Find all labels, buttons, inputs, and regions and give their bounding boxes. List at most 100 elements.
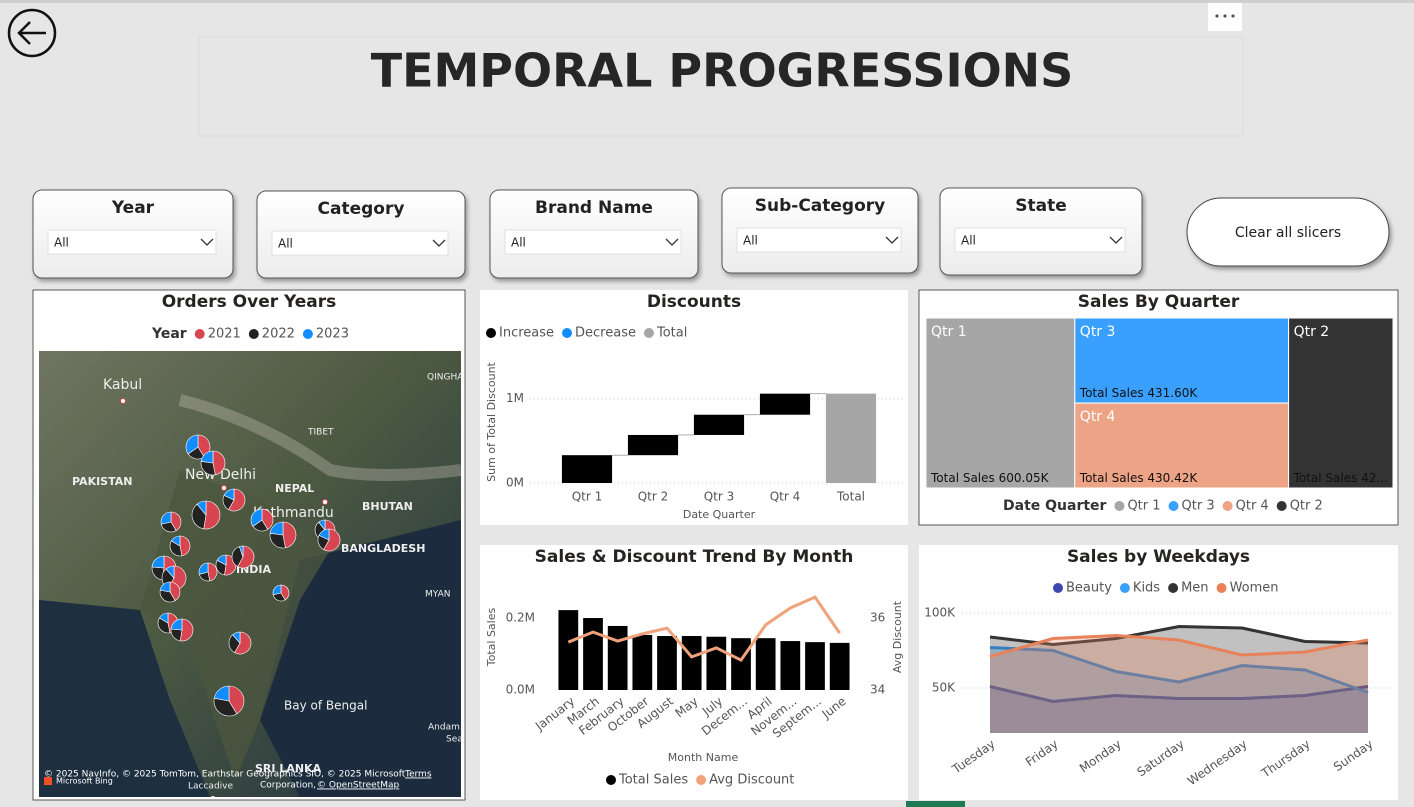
legend-marker	[248, 329, 259, 339]
bar	[693, 414, 745, 435]
map-pie-slice	[169, 540, 183, 557]
map-label: SRI LANKA	[255, 762, 322, 775]
back-button[interactable]	[7, 8, 57, 58]
treemap-labels: Qtr 3 Total Sales 431.60K	[1079, 324, 1199, 400]
slicer-label: Category	[318, 199, 405, 219]
map-pie-slice	[160, 511, 172, 525]
map-city	[120, 398, 126, 404]
cell-value: Total Sales 431.60K	[1079, 386, 1199, 400]
clear-button-shape[interactable]	[1186, 197, 1390, 267]
y2-axis-label: Avg Discount	[891, 600, 904, 673]
clear-button[interactable]: Clear all slicers	[1186, 197, 1390, 267]
back-arrow[interactable]	[17, 21, 46, 45]
map-pie-slice	[170, 618, 183, 631]
map-pie-slice	[213, 685, 230, 702]
bar	[825, 393, 877, 483]
slicer-chevron	[885, 236, 899, 244]
line	[567, 595, 841, 663]
x-axis-label: Month Name	[668, 751, 739, 764]
slicer-chevron	[665, 238, 679, 246]
bar	[755, 638, 776, 690]
map-label: Andam	[428, 723, 460, 733]
y-tick-label: 0.2M	[506, 611, 535, 625]
map-sea	[260, 520, 461, 797]
bar	[583, 618, 603, 690]
map-label: Sea	[210, 796, 227, 806]
map-pie-slice	[191, 503, 207, 530]
slicer-dropdown[interactable]	[504, 229, 682, 255]
treemap-labels: Qtr 1 Total Sales 600.05K	[930, 324, 1050, 485]
map-label: PAKISTAN	[72, 475, 132, 488]
x-tick-label: Qtr 1	[572, 490, 603, 504]
slicer-label: Brand Name	[535, 198, 653, 218]
legend-label: Total Sales	[618, 773, 688, 788]
map-pie-slice	[282, 521, 297, 549]
legend-marker	[696, 775, 707, 785]
cell-category: Qtr 2	[1294, 324, 1330, 340]
map-pie-slice	[272, 584, 282, 596]
cell-value-label: 42...	[1361, 471, 1388, 485]
map-pie-slice	[151, 555, 165, 569]
map-pie-slice	[269, 532, 286, 549]
legend-marker	[486, 328, 496, 338]
slicer-label: State	[1015, 196, 1067, 216]
map-pie-slice	[170, 535, 181, 547]
treemap-labels: Qtr 2 Total Sales 42...	[1293, 324, 1388, 485]
legend-marker	[1114, 501, 1125, 511]
slicer-dropdown[interactable]	[736, 227, 902, 253]
legend-marker	[1168, 583, 1179, 593]
cell-category: Qtr 3	[1080, 324, 1116, 340]
legend-label: Women	[1230, 581, 1279, 596]
map-attribution: Microsoft Bing	[56, 777, 113, 786]
slicer-chevron	[432, 239, 446, 247]
bar	[706, 636, 727, 690]
page-title: TEMPORAL PROGRESSIONS	[371, 44, 1074, 98]
page-tab[interactable]	[906, 801, 965, 807]
treemap-cell	[925, 317, 1076, 489]
y-tick-label: 0.0M	[506, 683, 535, 697]
slicer-dropdown[interactable]	[954, 227, 1126, 253]
x-tick-label: Qtr 2	[638, 490, 669, 504]
treemap-labels: Qtr 4 Total Sales 430.42K	[1079, 409, 1199, 484]
map-pie-slice	[207, 562, 218, 582]
map-city	[221, 485, 227, 491]
back-circle[interactable]	[7, 8, 57, 58]
clear-button-label[interactable]: Clear all slicers	[1235, 225, 1341, 241]
panel	[919, 545, 1398, 800]
y-tick-label: 0M	[506, 476, 524, 490]
bar	[632, 634, 653, 690]
map-pie-slice	[212, 450, 226, 476]
legend-label: Qtr 1	[1127, 499, 1160, 514]
legend-marker	[1119, 583, 1130, 593]
map-pie-slice	[318, 528, 330, 541]
map-pie-slice	[250, 508, 263, 527]
bar	[731, 638, 751, 690]
map-pie-slice	[159, 581, 171, 593]
legend-marker	[302, 329, 313, 339]
line	[989, 646, 1369, 694]
slicer-dropdown[interactable]	[47, 229, 217, 255]
title-box	[198, 36, 1244, 137]
map-pie-slice	[231, 546, 244, 568]
legend-label: Qtr 3	[1182, 499, 1215, 514]
cell-value-label: 430.42K	[1147, 471, 1198, 485]
line	[989, 624, 1369, 647]
slicer-dropdown[interactable]	[271, 230, 449, 256]
area-fill	[990, 635, 1368, 733]
bar	[627, 434, 679, 456]
map-city	[322, 499, 328, 505]
chart-title: Discounts	[647, 292, 741, 312]
map-label: Kathmandu	[253, 505, 334, 521]
map-sea	[39, 600, 210, 797]
map-pie-slice	[200, 450, 214, 464]
cell-category: Qtr 1	[931, 324, 967, 340]
slicer-value: All	[278, 237, 293, 251]
legend-label: Avg Discount	[709, 773, 794, 788]
cell-value-label: 600.05K	[999, 471, 1050, 485]
slicer-label: Year	[111, 198, 155, 218]
y-axis-label: Sum of Total Discount	[485, 361, 498, 481]
legend-marker	[1168, 501, 1179, 511]
map-label: BHUTAN	[362, 500, 413, 513]
cell-value: Total Sales 430.42K	[1079, 471, 1199, 485]
